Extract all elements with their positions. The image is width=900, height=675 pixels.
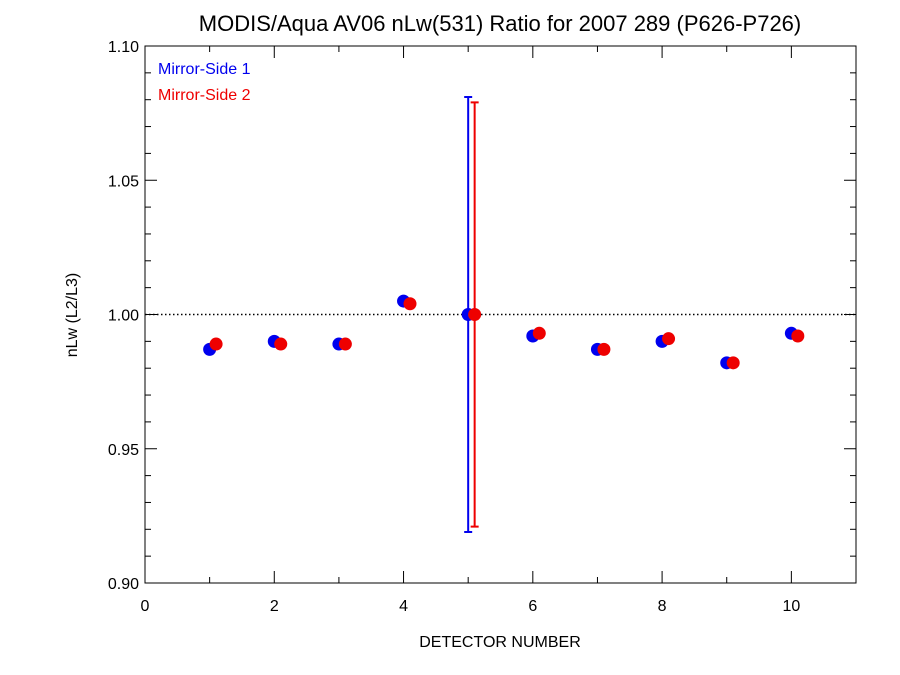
y-tick-label: 0.95 bbox=[108, 442, 139, 459]
data-point-series-2 bbox=[403, 297, 417, 311]
data-point-series-2 bbox=[209, 337, 223, 351]
data-point-series-2 bbox=[662, 332, 676, 346]
x-tick-label: 4 bbox=[399, 598, 408, 615]
data-point-series-2 bbox=[726, 356, 740, 370]
data-point-series-2 bbox=[597, 342, 611, 356]
data-point-series-2 bbox=[274, 337, 288, 351]
x-tick-label: 8 bbox=[658, 598, 667, 615]
plot-frame bbox=[144, 45, 857, 584]
data-point-series-2 bbox=[791, 329, 805, 343]
data-points bbox=[203, 294, 805, 370]
x-tick-label: 10 bbox=[782, 598, 800, 615]
x-tick-label: 0 bbox=[141, 598, 150, 615]
legend-entry: Mirror-Side 1 bbox=[158, 61, 251, 78]
data-point-series-2 bbox=[532, 326, 546, 340]
x-tick-labels: 0 2 4 6 8 10 bbox=[141, 598, 801, 615]
data-point-series-2 bbox=[338, 337, 352, 351]
y-tick-labels: 0.90 0.95 1.00 1.05 1.10 bbox=[108, 39, 139, 593]
y-tick-label: 1.05 bbox=[108, 173, 139, 190]
x-tick-label: 6 bbox=[528, 598, 537, 615]
y-tick-label: 0.90 bbox=[108, 576, 139, 593]
legend: Mirror-Side 1 Mirror-Side 2 bbox=[158, 61, 251, 104]
y-tick-label: 1.10 bbox=[108, 39, 139, 56]
y-tick-label: 1.00 bbox=[108, 308, 139, 325]
x-axis-label: DETECTOR NUMBER bbox=[419, 634, 581, 651]
x-tick-label: 2 bbox=[270, 598, 279, 615]
legend-entry: Mirror-Side 2 bbox=[158, 87, 251, 104]
y-axis-label: nLw (L2/L3) bbox=[64, 273, 81, 358]
chart-title: MODIS/Aqua AV06 nLw(531) Ratio for 2007 … bbox=[199, 11, 802, 36]
data-point-series-2 bbox=[468, 308, 482, 321]
